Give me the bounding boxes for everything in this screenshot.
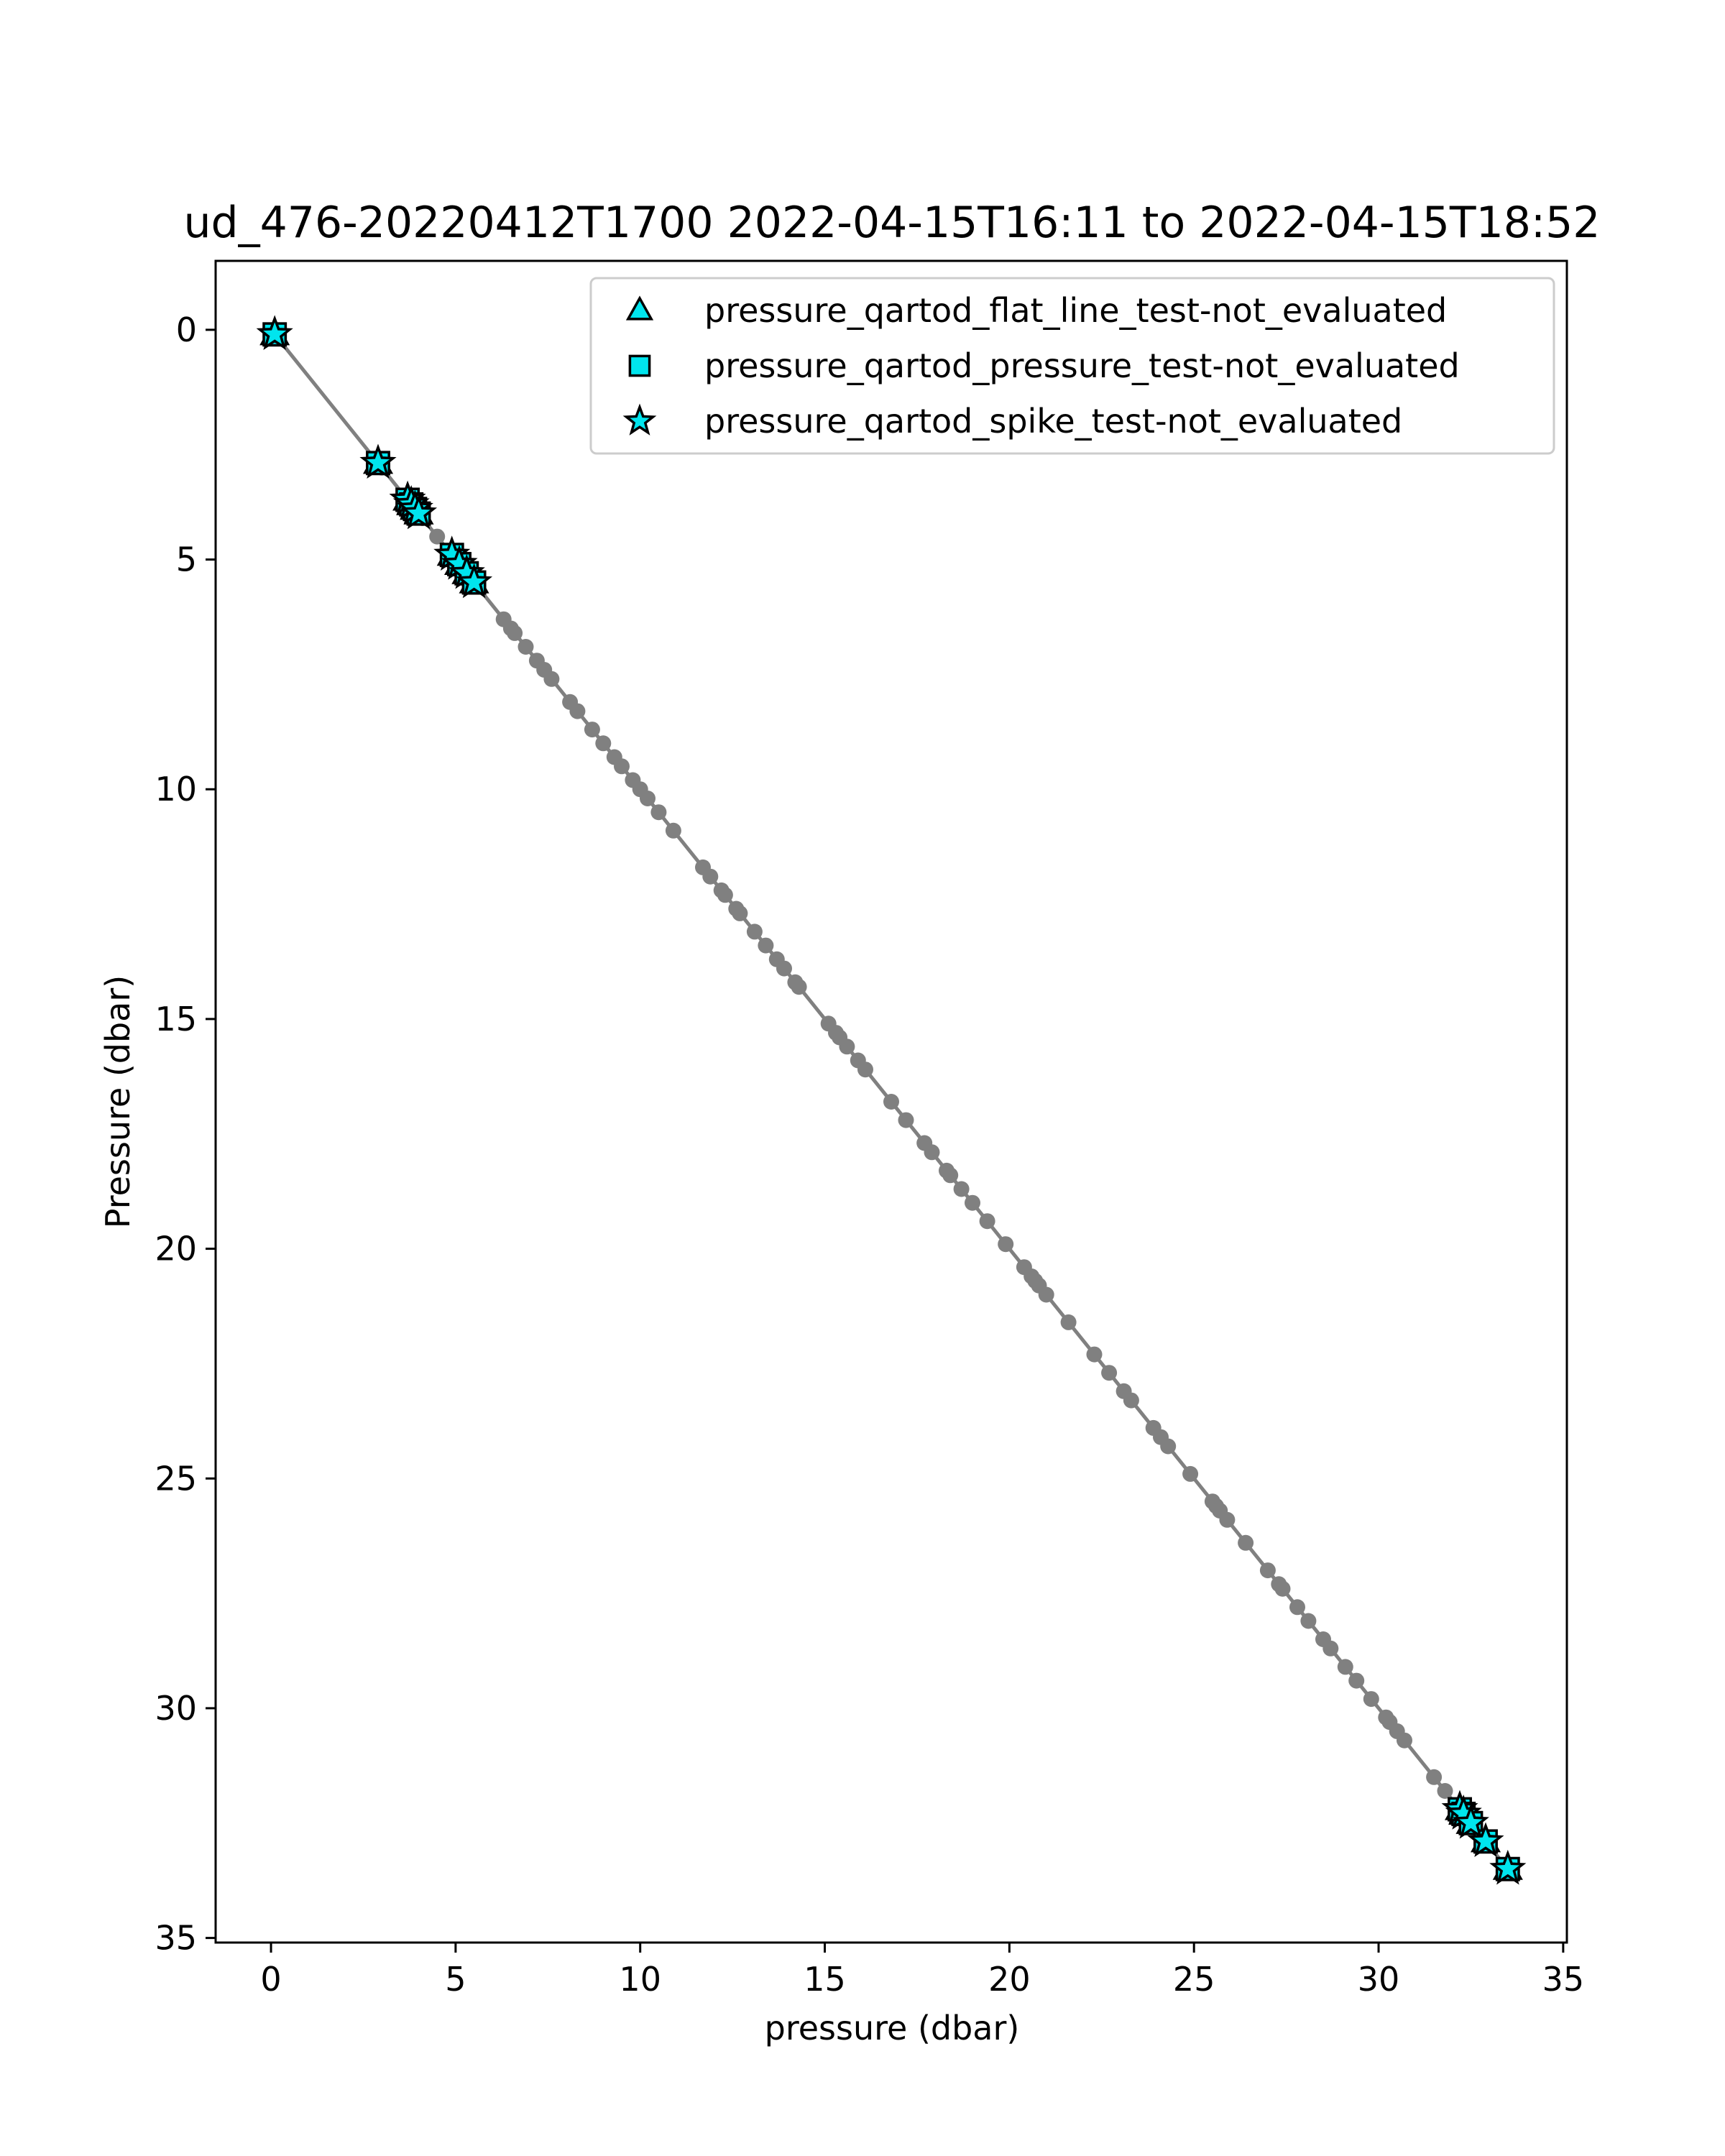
profile-point [518,639,534,655]
y-axis-label: Pressure (dbar) [98,975,137,1228]
profile-point [1219,1511,1236,1528]
profile-point [1123,1392,1139,1409]
x-tick-label: 10 [619,1960,661,1999]
profile-point [857,1061,873,1078]
star-marker [1489,1849,1527,1885]
star-marker [256,315,293,351]
y-tick-label: 5 [176,540,197,579]
legend-square-marker [628,354,651,377]
x-tick-label: 30 [1358,1960,1400,1999]
profile-point [1426,1769,1443,1785]
profile-point [1101,1365,1118,1381]
profile-point [746,923,763,940]
profile-point [665,822,681,839]
legend-label: pressure_qartod_pressure_test-not_evalua… [704,346,1460,385]
profile-point [569,703,586,719]
x-axis: 0 5 10 15 20 25 30 35 [260,1943,1584,1999]
profile-point [614,758,630,775]
star-marker [1467,1822,1504,1858]
legend-label: pressure_qartod_flat_line_test-not_evalu… [704,291,1447,330]
x-tick-label: 0 [260,1960,281,1999]
profile-point [640,791,656,806]
profile-point [883,1094,899,1110]
profile-point [965,1194,980,1211]
profile-point [702,868,719,885]
legend-label: pressure_qartod_spike_test-not_evaluated [704,402,1402,441]
profile-point [1322,1640,1339,1657]
profile-point [776,960,792,977]
profile-point [1238,1534,1254,1551]
profile-point [507,625,523,641]
profile-point [1259,1562,1276,1579]
y-tick-label: 35 [155,1919,197,1958]
profile-point [1086,1346,1103,1363]
profile-point [1182,1465,1199,1482]
legend-star-marker [622,403,657,436]
x-tick-label: 15 [804,1960,846,1999]
x-axis-label: pressure (dbar) [765,2009,1020,2047]
legend: pressure_qartod_flat_line_test-not_evalu… [589,277,1555,455]
profile-point [1160,1438,1177,1455]
profile-point [1274,1580,1291,1597]
profile-point [732,905,748,921]
profile-point [717,887,733,903]
plot-frame [214,259,1568,1944]
x-tick-label: 5 [445,1960,466,1999]
chart-title: ud_476-20220412T1700 2022-04-15T16:11 to… [184,198,1601,248]
profile-point [595,735,612,752]
star-marker [359,443,397,479]
y-tick-label: 0 [176,310,197,349]
profile-point [1348,1672,1365,1689]
profile-point [1437,1783,1453,1799]
profile-point [1337,1659,1353,1675]
profile-point [953,1181,970,1197]
star-marker [1452,1803,1489,1839]
plot-area [214,259,1568,1944]
profile-point [942,1167,959,1184]
profile-point [429,528,446,545]
profile-point [758,937,774,954]
y-tick-label: 10 [155,770,197,808]
legend-box [589,277,1555,455]
y-tick-label: 20 [155,1230,197,1268]
profile-point [650,804,667,821]
profile-point [998,1236,1014,1253]
y-tick-label: 25 [155,1459,197,1498]
profile-point [791,979,807,995]
y-axis: 0 5 10 15 20 25 30 35 [155,310,216,1958]
profile-point [1397,1732,1412,1749]
profile-point [1363,1691,1379,1708]
profile-point [839,1038,855,1055]
legend-triangle-marker [625,295,654,321]
profile-point [543,671,560,687]
star-marker [456,563,493,599]
profile-point [1038,1286,1054,1303]
profile-point [584,722,600,738]
profile-point [1300,1613,1317,1629]
profile-point [1289,1599,1305,1616]
x-tick-label: 35 [1542,1960,1585,1999]
data-layer [256,315,1527,1885]
legend-entries: pressure_qartod_flat_line_test-not_evalu… [622,291,1460,441]
x-tick-label: 20 [988,1960,1031,1999]
profile-point [898,1112,914,1128]
x-tick-label: 25 [1173,1960,1215,1999]
profile-point [1060,1314,1077,1330]
y-tick-label: 30 [155,1689,197,1728]
y-tick-label: 15 [155,1000,197,1038]
profile-point [924,1144,940,1161]
profile-point [979,1213,995,1230]
star-marker [400,494,438,530]
